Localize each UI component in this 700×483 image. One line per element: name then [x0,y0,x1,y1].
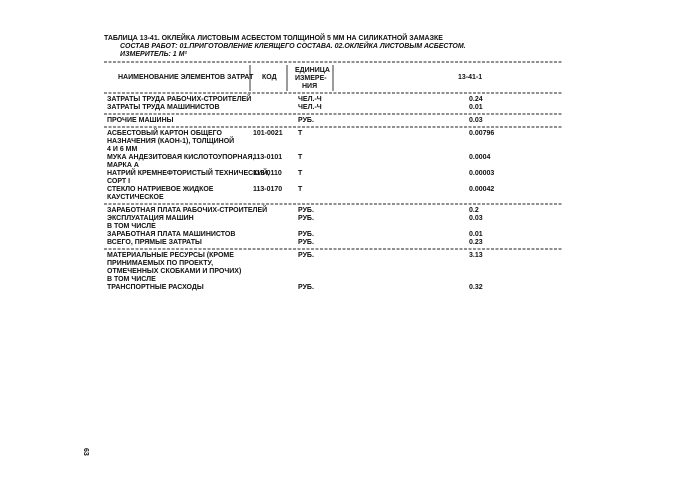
item-unit: Т [298,154,303,161]
item-value: 0.00003 [469,170,494,177]
page-number: 63 [82,448,89,456]
item-name: СТЕКЛО НАТРИЕВОЕ ЖИДКОЕ [107,186,214,193]
item-name: В ТОМ ЧИСЛЕ [107,223,156,230]
item-unit: РУБ. [298,231,314,238]
item-value: 0.03 [469,215,483,222]
item-name: ОТМЕЧЕННЫХ СКОБКАМИ И ПРОЧИХ) [107,268,241,275]
item-code: 113-0101 [253,154,282,161]
item-name: 4 И 6 ММ [107,146,137,153]
item-value: 0.32 [469,284,483,291]
item-name: ЭКСПЛУАТАЦИЯ МАШИН [107,215,194,222]
item-unit: РУБ. [298,239,314,246]
item-unit: Т [298,170,303,177]
item-code: 101-0021 [253,130,283,137]
item-unit: Т [298,130,303,137]
item-name: ЗАТРАТЫ ТРУДА МАШИНИСТОВ [107,104,220,111]
column-header: 13-41-1 [458,74,482,81]
item-name: ПРОЧИЕ МАШИНЫ [107,117,174,124]
column-header: ИЗМЕРЕ- [295,75,327,82]
item-value: 0.01 [469,231,483,238]
item-value: 3.13 [469,252,483,259]
item-value: 0.03 [469,117,483,124]
composition: СОСТАВ РАБОТ: 01.ПРИГОТОВЛЕНИЕ КЛЕЯЩЕГО … [120,41,466,50]
item-name: НАТРИЙ КРЕМНЕФТОРИСТЫЙ ТЕХНИЧЕСКИЙ, [107,168,269,177]
item-name: ВСЕГО, ПРЯМЫЕ ЗАТРАТЫ [107,239,202,246]
item-unit: РУБ. [298,215,314,222]
item-unit: РУБ. [298,117,314,124]
item-name: КАУСТИЧЕСКОЕ [107,194,164,201]
column-header: НИЯ [302,83,317,90]
item-code: 113-0110 [253,170,282,177]
item-value: 0.00796 [469,130,494,137]
item-name: ЗАТРАТЫ ТРУДА РАБОЧИХ-СТРОИТЕЛЕЙ [107,94,251,103]
item-value: 0.24 [469,96,483,103]
column-header: НАИМЕНОВАНИЕ ЭЛЕМЕНТОВ ЗАТРАТ [118,74,254,81]
item-name: МУКА АНДЕЗИТОВАЯ КИСЛОТОУПОРНАЯ, [107,154,254,161]
item-code: 113-0170 [253,186,282,193]
title: ТАБЛИЦА 13-41. ОКЛЕЙКА ЛИСТОВЫМ АСБЕСТОМ… [104,33,443,42]
item-value: 0.01 [469,104,483,111]
item-name: ТРАНСПОРТНЫЕ РАСХОДЫ [107,284,204,291]
meter: ИЗМЕРИТЕЛЬ: 1 М² [120,51,187,58]
column-header: ЕДИНИЦА [295,67,330,74]
item-name: В ТОМ ЧИСЛЕ [107,276,156,283]
column-header: КОД [262,74,277,81]
item-name: ЗАРАБОТНАЯ ПЛАТА РАБОЧИХ-СТРОИТЕЛЕЙ [107,205,267,214]
item-name: ПРИНИМАЕМЫХ ПО ПРОЕКТУ, [107,260,213,267]
item-unit: ЧЕЛ.-Ч [298,96,322,103]
item-name: АСБЕСТОВЫЙ КАРТОН ОБЩЕГО [107,128,223,137]
item-name: МАРКА А [107,162,139,169]
item-unit: Т [298,186,303,193]
item-unit: РУБ. [298,252,314,259]
item-unit: РУБ. [298,284,314,291]
item-name: ЗАРАБОТНАЯ ПЛАТА МАШИНИСТОВ [107,231,235,238]
item-unit: РУБ. [298,207,314,214]
item-value: 0.00042 [469,186,494,193]
item-value: 0.0004 [469,154,491,161]
item-unit: ЧЕЛ.-Ч [298,104,322,111]
item-value: 0.2 [469,207,479,214]
item-value: 0.23 [469,239,483,246]
item-name: МАТЕРИАЛЬНЫЕ РЕСУРСЫ (КРОМЕ [107,252,234,259]
item-name: СОРТ I [107,178,130,185]
item-name: НАЗНАЧЕНИЯ (КАОН-1), ТОЛЩИНОЙ [107,136,234,145]
